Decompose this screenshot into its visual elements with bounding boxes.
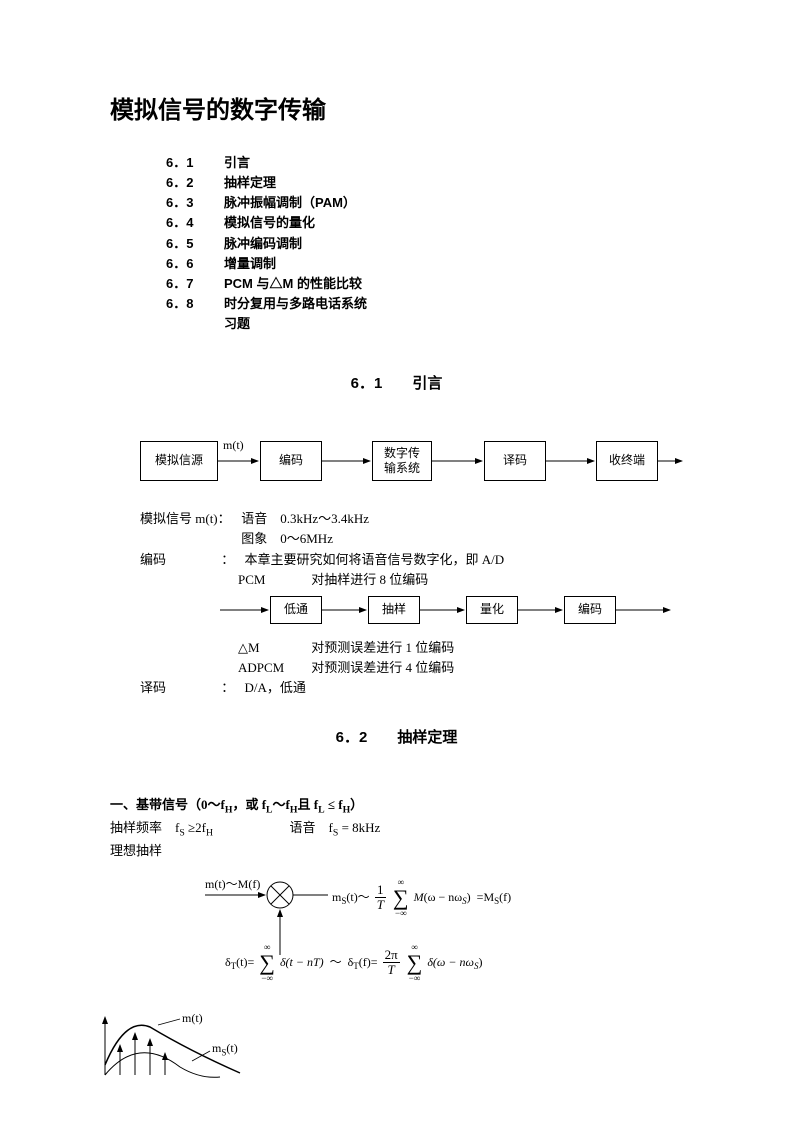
toc-label: 脉冲振幅调制（PAM） <box>224 195 356 210</box>
desc-line: ADPCM 对预测误差进行 4 位编码 <box>238 658 683 678</box>
sampling-diagram: m(t)～M(f) mS(t)～ 1T ∞∑−∞ M(ω − nωS) =MS(… <box>110 865 683 1015</box>
desc-colon: ： <box>221 550 241 570</box>
toc-row: 6．6增量调制 <box>166 254 683 274</box>
toc-label: 脉冲编码调制 <box>224 236 302 251</box>
desc-text: 对预测误差进行 4 位编码 <box>311 660 454 675</box>
mt-input-label: m(t)～M(f) <box>205 875 260 892</box>
section-2-title: 6．2 抽样定理 <box>110 726 683 747</box>
toc-row: 6．2抽样定理 <box>166 173 683 193</box>
toc-label: 时分复用与多路电话系统 <box>224 296 367 311</box>
toc-num: 6．1 <box>166 153 224 173</box>
toc-row: 6．4模拟信号的量化 <box>166 213 683 233</box>
mst-curve-label: mS(t) <box>212 1041 238 1057</box>
page-title: 模拟信号的数字传输 <box>110 90 683 125</box>
toc-num: 6．2 <box>166 173 224 193</box>
flow-box-encode: 编码 <box>260 441 322 481</box>
flow-box-decode: 译码 <box>484 441 546 481</box>
desc-text: 本章主要研究如何将语音信号数字化，即 A/D <box>245 552 505 567</box>
toc-num: 6．3 <box>166 193 224 213</box>
pcm-box-sample: 抽样 <box>368 596 420 624</box>
section-1-title: 6．1 引言 <box>110 372 683 393</box>
delta-formula: δT(t)= ∞∑−∞ δ(t − nT) ～ δT(f)= 2πT ∞∑−∞ … <box>225 943 482 983</box>
sampling-rate-line: 抽样频率 fS ≥2fH 语音 fS = 8kHz <box>110 818 683 841</box>
desc-colon: ： <box>221 678 241 698</box>
desc-text: 对抽样进行 8 位编码 <box>311 572 428 587</box>
desc-block-cont: △M 对预测误差进行 1 位编码 ADPCM 对预测误差进行 4 位编码 译码 … <box>140 638 683 698</box>
toc-num: 6．5 <box>166 234 224 254</box>
waveform-graph: m(t) mS(t) <box>80 1015 683 1085</box>
toc-label: 习题 <box>224 316 250 331</box>
baseband-heading: 一、基带信号（0～fH，或 fL～fH且 fL ≤ fH） <box>110 795 683 818</box>
flow-box-sink: 收终端 <box>596 441 658 481</box>
desc-text: 对预测误差进行 1 位编码 <box>311 640 454 655</box>
toc-row: 6．7PCM 与△M 的性能比较 <box>166 274 683 294</box>
ms-formula: mS(t)～ 1T ∞∑−∞ M(ω − nωS) =MS(f) <box>332 878 511 918</box>
desc-block: 模拟信号 m(t)： 语音 0.3kHz～3.4kHz 图象 0～6MHz 编码… <box>140 509 683 590</box>
toc-label: 抽样定理 <box>224 175 276 190</box>
waveform-svg <box>80 1015 280 1085</box>
desc-text: D/A，低通 <box>245 680 306 695</box>
toc-row: 6．8时分复用与多路电话系统 <box>166 294 683 314</box>
toc-row: 6．1引言 <box>166 153 683 173</box>
toc-num: 6．7 <box>166 274 224 294</box>
flowchart-pcm: 低通 抽样 量化 编码 <box>210 596 683 632</box>
pcm-box-quantize: 量化 <box>466 596 518 624</box>
desc-line: PCM 对抽样进行 8 位编码 <box>238 570 683 590</box>
desc-line: △M 对预测误差进行 1 位编码 <box>238 638 683 658</box>
flow-box-channel: 数字传 输系统 <box>372 441 432 481</box>
desc-line: 模拟信号 m(t)： 语音 0.3kHz～3.4kHz <box>140 509 683 529</box>
desc-text: 图象 0～6MHz <box>241 531 333 546</box>
mt-curve-label: m(t) <box>182 1011 203 1026</box>
toc-row: 习题 <box>166 314 683 334</box>
toc-row: 6．3脉冲振幅调制（PAM） <box>166 193 683 213</box>
desc-label: PCM <box>238 570 308 590</box>
desc-line: 编码 ： 本章主要研究如何将语音信号数字化，即 A/D <box>140 550 683 570</box>
toc-label: 增量调制 <box>224 256 276 271</box>
desc-label: 译码 <box>140 678 218 698</box>
baseband-block: 一、基带信号（0～fH，或 fL～fH且 fL ≤ fH） 抽样频率 fS ≥2… <box>110 795 683 861</box>
table-of-contents: 6．1引言 6．2抽样定理 6．3脉冲振幅调制（PAM） 6．4模拟信号的量化 … <box>166 153 683 334</box>
toc-label: PCM 与△M 的性能比较 <box>224 276 362 291</box>
desc-label: △M <box>238 638 308 658</box>
desc-text: 语音 0.3kHz～3.4kHz <box>241 511 369 526</box>
flowchart-system: m(t) 模拟信源 编码 数字传 输系统 译码 收终端 <box>110 441 683 491</box>
toc-label: 模拟信号的量化 <box>224 215 315 230</box>
desc-line: 图象 0～6MHz <box>140 529 683 549</box>
pcm-box-lpf: 低通 <box>270 596 322 624</box>
ideal-sampling-label: 理想抽样 <box>110 841 683 861</box>
desc-label: 编码 <box>140 550 218 570</box>
desc-label: 模拟信号 m(t)： <box>140 509 238 529</box>
desc-label: ADPCM <box>238 658 308 678</box>
toc-num: 6．8 <box>166 294 224 314</box>
desc-line: 译码 ： D/A，低通 <box>140 678 683 698</box>
toc-num: 6．6 <box>166 254 224 274</box>
flow-box-source: 模拟信源 <box>140 441 218 481</box>
toc-num: 6．4 <box>166 213 224 233</box>
signal-mt-label: m(t) <box>223 438 244 453</box>
toc-row: 6．5脉冲编码调制 <box>166 234 683 254</box>
pcm-box-encode: 编码 <box>564 596 616 624</box>
toc-label: 引言 <box>224 155 250 170</box>
